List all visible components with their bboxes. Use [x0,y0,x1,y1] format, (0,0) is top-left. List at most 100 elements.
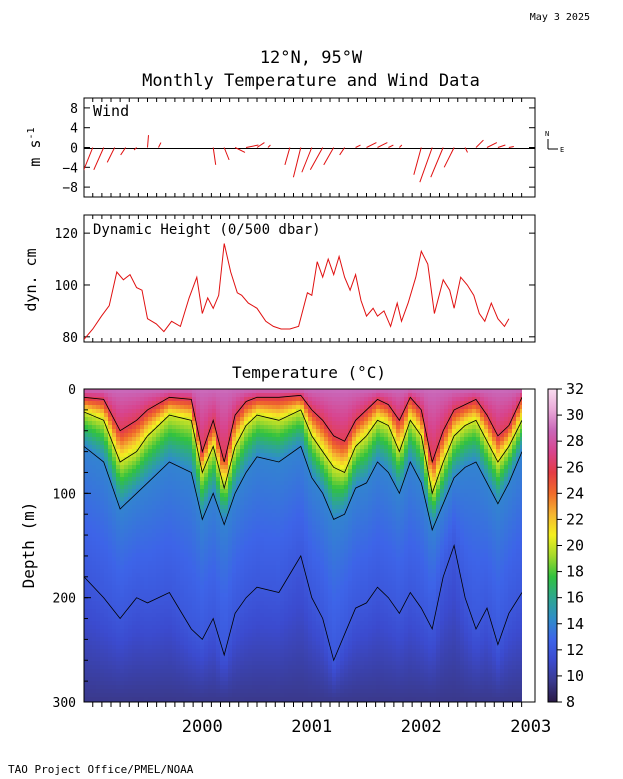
heatmap-cell [300,677,305,682]
heatmap-cell [180,465,185,470]
heatmap-cell [124,521,129,526]
heatmap-cell [204,681,209,686]
heatmap-cell [128,637,133,642]
heatmap-cell [116,465,121,470]
heatmap-cell [252,473,257,478]
wind-stick [106,147,116,163]
heatmap-cell [264,613,269,618]
heatmap-cell [128,433,133,438]
heatmap-cell [296,685,301,690]
heatmap-cell [244,581,249,586]
heatmap-cell [160,665,165,670]
heatmap-cell [172,497,177,502]
heatmap-cell [184,489,189,494]
heatmap-cell [292,661,297,666]
heatmap-cell [268,501,273,506]
heatmap-cell [272,521,277,526]
heatmap-cell [192,557,197,562]
heatmap-cell [88,629,93,634]
heatmap-cell [220,429,225,434]
heatmap-cell [280,593,285,598]
heatmap-cell [140,509,145,514]
heatmap-cell [96,453,101,458]
heatmap-cell [140,389,145,394]
heatmap-cell [272,481,277,486]
heatmap-cell [192,393,197,398]
heatmap-cell [288,393,293,398]
heatmap-cell [192,545,197,550]
heatmap-cell [292,541,297,546]
heatmap-cell [188,553,193,558]
heatmap-cell [228,657,233,662]
heatmap-cell [124,489,129,494]
heatmap-cell [100,589,105,594]
heatmap-cell [172,541,177,546]
heatmap-cell [308,521,313,526]
heatmap-cell [320,577,325,582]
heatmap-cell [132,389,137,394]
heatmap-cell [84,429,89,434]
heatmap-cell [128,649,133,654]
heatmap-cell [104,629,109,634]
heatmap-cell [312,665,317,670]
heatmap-cell [304,401,309,406]
heatmap-cell [172,529,177,534]
heatmap-cell [96,673,101,678]
heatmap-cell [284,453,289,458]
heatmap-cell [300,429,305,434]
heatmap-cell [168,593,173,598]
heatmap-cell [204,453,209,458]
heatmap-cell [112,693,117,698]
heatmap-cell [188,641,193,646]
heatmap-cell [184,633,189,638]
heatmap-cell [124,525,129,530]
heatmap-cell [200,397,205,402]
heatmap-cell [240,393,245,398]
heatmap-cell [300,509,305,514]
heatmap-cell [156,389,161,394]
heatmap-cell [240,553,245,558]
heatmap-cell [180,673,185,678]
heatmap-cell [196,545,201,550]
heatmap-cell [280,609,285,614]
heatmap-cell [188,401,193,406]
heatmap-cell [304,649,309,654]
heatmap-cell [264,397,269,402]
heatmap-cell [172,621,177,626]
heatmap-cell [292,437,297,442]
heatmap-cell [152,489,157,494]
heatmap-cell [208,513,213,518]
heatmap-cell [88,649,93,654]
heatmap-cell [220,545,225,550]
heatmap-cell [144,393,149,398]
heatmap-cell [276,585,281,590]
heatmap-cell [280,633,285,638]
heatmap-cell [304,613,309,618]
heatmap-cell [268,641,273,646]
heatmap-cell [180,413,185,418]
heatmap-cell [108,653,113,658]
heatmap-cell [268,569,273,574]
heatmap-cell [152,453,157,458]
heatmap-cell [84,465,89,470]
heatmap-cell [180,665,185,670]
heatmap-cell [140,605,145,610]
heatmap-cell [236,477,241,482]
heatmap-cell [108,673,113,678]
heatmap-cell [188,561,193,566]
heatmap-cell [176,561,181,566]
heatmap-cell [136,525,141,530]
wind-plot-frame [83,97,536,198]
heatmap-cell [316,537,321,542]
heatmap-cell [228,533,233,538]
heatmap-cell [244,449,249,454]
heatmap-cell [100,697,105,702]
heatmap-cell [104,501,109,506]
heatmap-cell [260,697,265,702]
heatmap-cell [160,461,165,466]
heatmap-cell [236,621,241,626]
heatmap-cell [252,437,257,442]
heatmap-cell [104,621,109,626]
heatmap-cell [316,497,321,502]
heatmap-cell [272,537,277,542]
